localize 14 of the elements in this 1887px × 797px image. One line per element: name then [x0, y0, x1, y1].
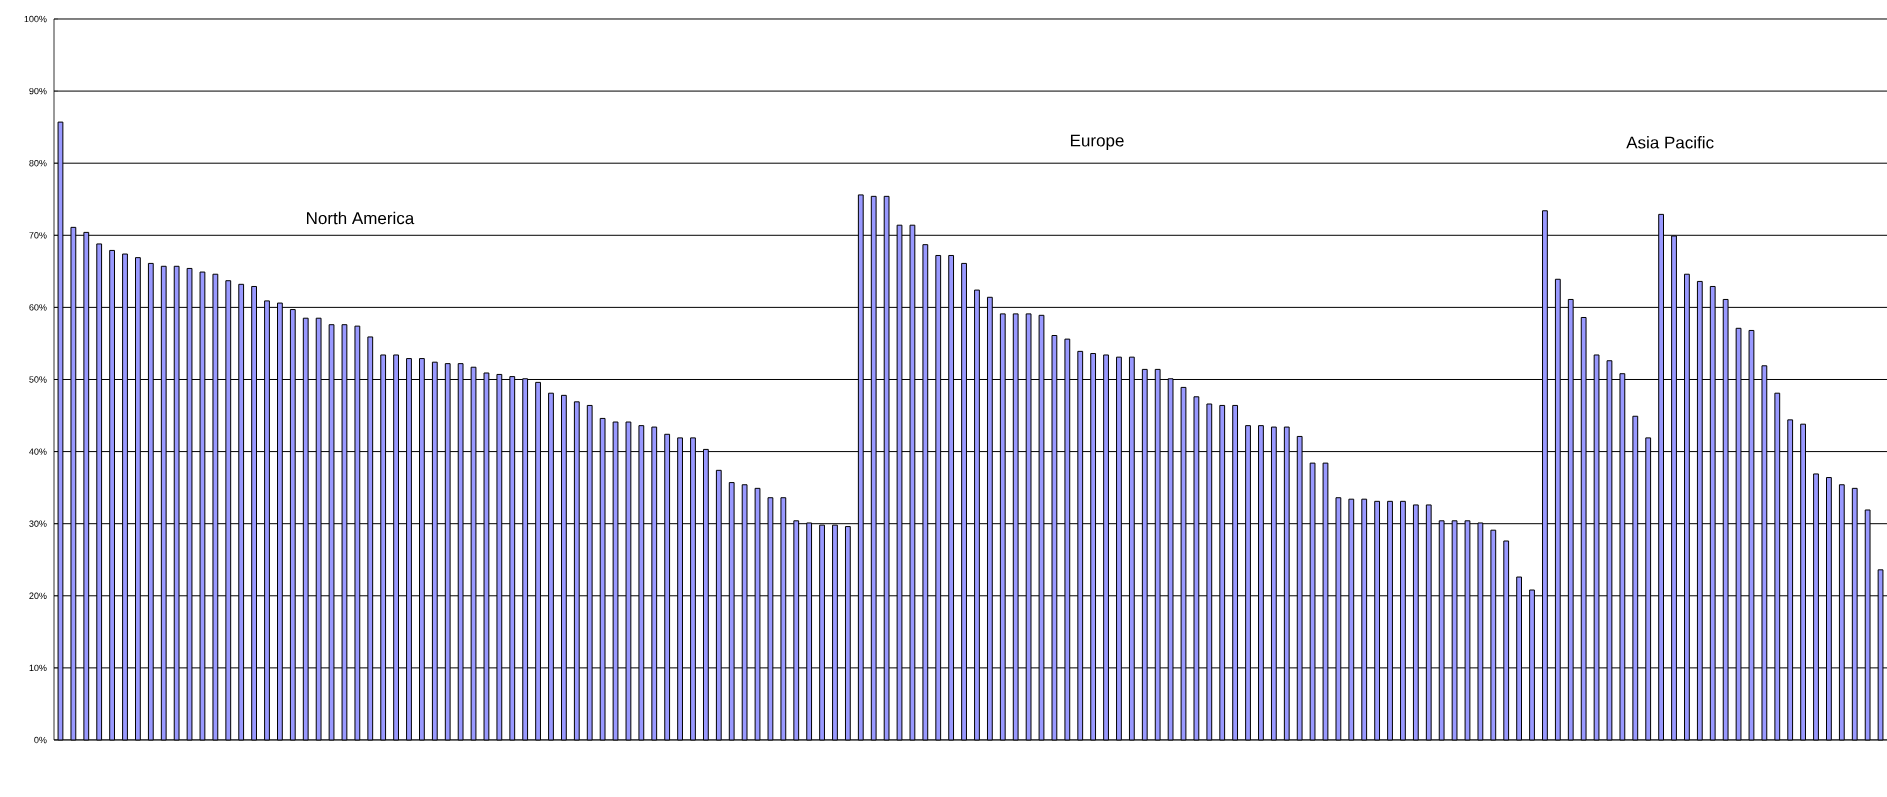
y-tick-label: 60% [29, 304, 47, 311]
annotation: North America [307, 211, 415, 225]
annotation: Asia Pacific [1626, 136, 1714, 149]
y-tick-label: 90% [29, 87, 47, 95]
y-tick-label: 0% [34, 736, 47, 744]
annotation: Europe [1070, 134, 1124, 150]
y-tick-label: 10% [29, 664, 47, 672]
y-tick-label: 50% [29, 376, 47, 383]
y-tick-label: 70% [29, 232, 47, 239]
y-tick-label: 40% [29, 448, 47, 455]
y-tick-label: 100% [24, 15, 47, 23]
y-tick-label: 30% [29, 520, 47, 527]
y-tick-label: 20% [29, 592, 47, 599]
y-tick-label: 80% [29, 160, 47, 167]
